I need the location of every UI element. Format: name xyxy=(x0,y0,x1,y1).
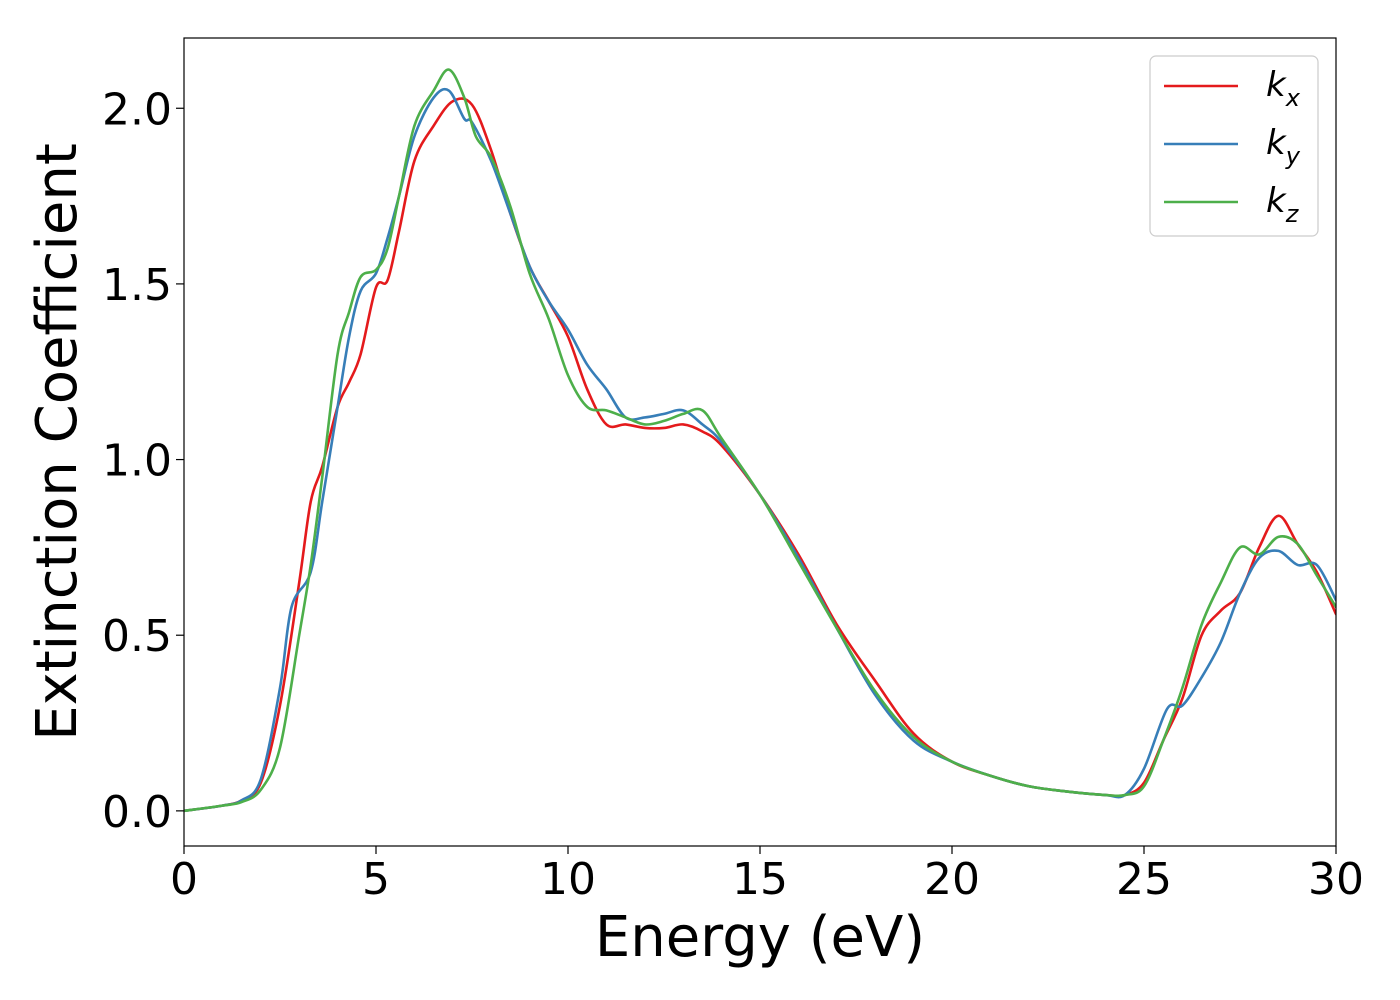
y-tick-label: 1.5 xyxy=(102,260,172,311)
series-group xyxy=(184,68,1336,813)
x-axis-label: Energy (eV) xyxy=(595,905,925,970)
legend-label-main: k xyxy=(1266,65,1287,105)
y-axis: 0.0 0.5 1.0 1.5 2.0 xyxy=(102,84,184,838)
series-line-z xyxy=(184,68,1336,813)
legend-label-subscript: x xyxy=(1285,84,1301,112)
x-tick-label: 30 xyxy=(1308,854,1364,905)
x-tick-label: 20 xyxy=(924,854,980,905)
y-tick-label: 0.5 xyxy=(102,611,172,662)
x-tick-label: 25 xyxy=(1116,854,1172,905)
x-tick-label: 0 xyxy=(170,854,198,905)
x-axis: 0 5 10 15 20 25 30 xyxy=(170,846,1364,905)
x-tick-label: 5 xyxy=(362,854,390,905)
legend-label-subscript: y xyxy=(1285,142,1301,170)
y-tick-label: 1.0 xyxy=(102,436,172,487)
y-axis-label: Extinction Coefficient xyxy=(25,143,90,741)
legend-label-z: kz xyxy=(1266,181,1300,228)
y-tick-label: 0.0 xyxy=(102,787,172,838)
legend-label-x: kx xyxy=(1266,65,1301,112)
x-tick-label: 15 xyxy=(732,854,788,905)
legend-label-main: k xyxy=(1266,123,1287,163)
legend-box xyxy=(1149,55,1319,237)
legend-label-main: k xyxy=(1266,181,1287,221)
y-tick-label: 2.0 xyxy=(102,84,172,135)
legend-label-subscript: z xyxy=(1285,200,1300,228)
legend-label-y: ky xyxy=(1266,123,1301,170)
x-tick-label: 10 xyxy=(540,854,596,905)
